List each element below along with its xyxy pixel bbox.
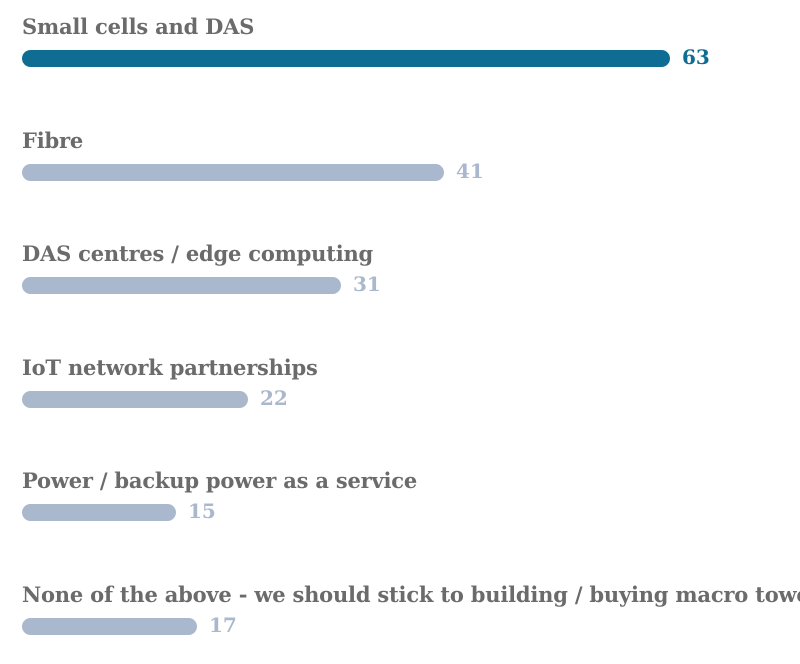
bar-row: Power / backup power as a service 15 bbox=[22, 468, 792, 528]
bar-row: None of the above - we should stick to b… bbox=[22, 582, 800, 642]
value-label: 15 bbox=[188, 499, 216, 523]
bar bbox=[22, 390, 248, 408]
bar bbox=[22, 617, 197, 635]
category-label: Fibre bbox=[22, 127, 83, 153]
bar-row: Fibre 41 bbox=[22, 128, 792, 188]
value-label: 17 bbox=[209, 612, 237, 637]
value-label: 41 bbox=[456, 158, 484, 183]
value-label: 63 bbox=[682, 45, 710, 69]
bar bbox=[22, 277, 341, 294]
category-label: DAS centres / edge computing bbox=[22, 241, 374, 266]
value-label: 31 bbox=[353, 272, 381, 296]
category-label: IoT network partnerships bbox=[22, 354, 318, 380]
category-label: Small cells and DAS bbox=[22, 14, 255, 39]
bar bbox=[22, 504, 176, 521]
category-label: Power / backup power as a service bbox=[22, 468, 418, 493]
bar bbox=[22, 163, 444, 181]
value-label: 22 bbox=[260, 385, 288, 410]
category-label: None of the above - we should stick to b… bbox=[22, 581, 800, 607]
bar-row: IoT network partnerships 22 bbox=[22, 355, 792, 415]
bar-row: Small cells and DAS 63 bbox=[22, 14, 792, 74]
bar bbox=[22, 50, 670, 67]
bar-row: DAS centres / edge computing 31 bbox=[22, 241, 792, 301]
